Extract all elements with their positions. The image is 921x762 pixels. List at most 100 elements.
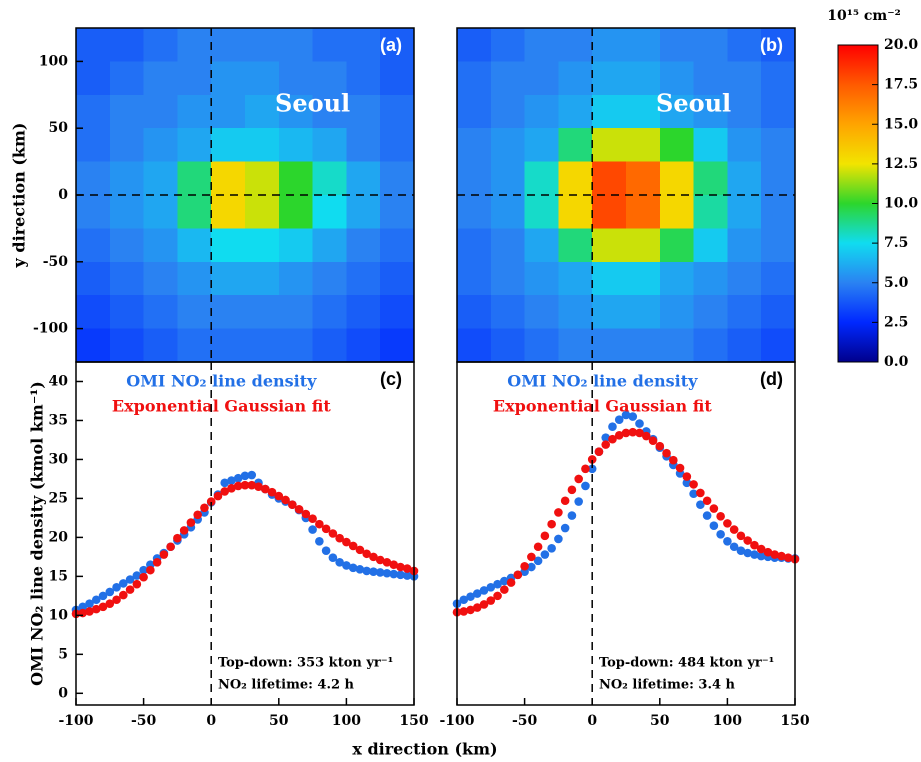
heat-cell — [245, 28, 280, 62]
heat-cell — [245, 94, 280, 129]
heat-cell — [524, 195, 559, 229]
data-point — [308, 525, 317, 534]
data-point — [479, 600, 489, 609]
data-point — [763, 547, 773, 557]
data-point — [621, 410, 631, 420]
heat-cell — [346, 28, 381, 62]
data-point — [472, 589, 482, 598]
data-point — [342, 537, 351, 547]
data-point — [587, 464, 597, 474]
data-point — [362, 549, 371, 559]
data-point — [567, 511, 577, 520]
heat-cell — [490, 94, 526, 129]
heat-cell — [524, 28, 559, 62]
heat-cell — [278, 94, 314, 129]
heat-cell — [761, 161, 796, 196]
heat-cell — [626, 261, 661, 296]
annotation: NO₂ lifetime: 4.2 h — [218, 678, 355, 693]
data-point — [193, 510, 202, 520]
data-point — [540, 531, 550, 541]
heat-cell — [143, 28, 178, 62]
heat-cell — [312, 161, 347, 196]
y-axis-label: y direction (km) — [10, 123, 29, 269]
plot-background — [76, 362, 414, 705]
data-point — [105, 599, 115, 608]
heat-cell — [727, 61, 762, 96]
heat-cell — [592, 228, 627, 263]
heat-cell — [761, 328, 796, 363]
heat-cell — [346, 295, 381, 330]
heat-cell — [490, 161, 526, 196]
heat-cell — [626, 94, 661, 129]
data-point — [493, 579, 502, 589]
data-point — [281, 495, 290, 505]
data-point — [472, 603, 482, 612]
heat-cell — [626, 128, 661, 163]
data-point — [402, 564, 412, 573]
data-point — [675, 463, 685, 473]
heat-cell — [143, 61, 178, 96]
heat-cell — [312, 228, 347, 263]
data-point — [466, 605, 475, 615]
heat-cell — [177, 28, 212, 62]
data-point — [112, 595, 121, 605]
heat-cell — [761, 94, 796, 129]
heat-cell — [558, 228, 593, 263]
heat-cell — [380, 295, 415, 330]
heat-cell — [346, 94, 381, 129]
heat-cell — [592, 128, 627, 163]
panel-label: (c) — [380, 369, 402, 389]
heat-cell — [312, 261, 347, 296]
data-point — [770, 550, 780, 559]
heat-cell — [626, 28, 661, 62]
x-axis-label: x direction (km) — [352, 740, 497, 759]
heat-cell — [76, 261, 111, 296]
data-point — [736, 531, 746, 541]
heat-cell — [727, 94, 762, 129]
heat-cell — [659, 161, 695, 196]
heat-cell — [693, 195, 728, 229]
data-point — [736, 546, 746, 555]
data-point — [382, 558, 392, 567]
data-point — [783, 553, 793, 562]
data-point — [614, 415, 624, 424]
data-point — [200, 503, 209, 513]
heat-cell — [76, 228, 111, 263]
heat-cell — [76, 28, 111, 62]
heat-cell — [659, 328, 695, 363]
colorbar-tick-label: 7.5 — [884, 235, 908, 251]
colorbar-tick-label: 0.0 — [884, 354, 909, 370]
heat-cell — [761, 195, 796, 229]
heat-cell — [76, 195, 111, 229]
heat-cell — [659, 94, 695, 129]
heat-cell — [211, 228, 246, 263]
data-point — [628, 427, 638, 437]
heat-cell — [524, 261, 559, 296]
heat-cell — [143, 228, 178, 263]
data-point — [608, 422, 617, 432]
heat-cell — [490, 28, 526, 62]
data-point — [682, 478, 692, 488]
heat-cell — [346, 128, 381, 163]
heat-cell — [380, 328, 415, 363]
data-point — [260, 484, 270, 494]
heat-cell — [592, 261, 627, 296]
heat-cell — [558, 94, 593, 129]
heat-cell — [312, 195, 347, 229]
panel-frame — [75, 361, 415, 706]
heat-cell — [558, 61, 593, 96]
data-point — [702, 496, 712, 506]
data-point — [132, 571, 142, 580]
heat-cell — [457, 128, 492, 163]
data-point — [308, 514, 317, 523]
heat-cell — [659, 228, 695, 263]
x-tick-label: 50 — [650, 713, 670, 729]
data-point — [729, 542, 739, 552]
heat-cell — [457, 28, 492, 62]
data-point — [716, 529, 725, 539]
heat-cell — [558, 161, 593, 196]
y-tick-label: -100 — [33, 321, 68, 337]
heat-cell — [558, 128, 593, 163]
heat-cell — [457, 94, 492, 129]
x-tick-label: -50 — [512, 713, 538, 729]
